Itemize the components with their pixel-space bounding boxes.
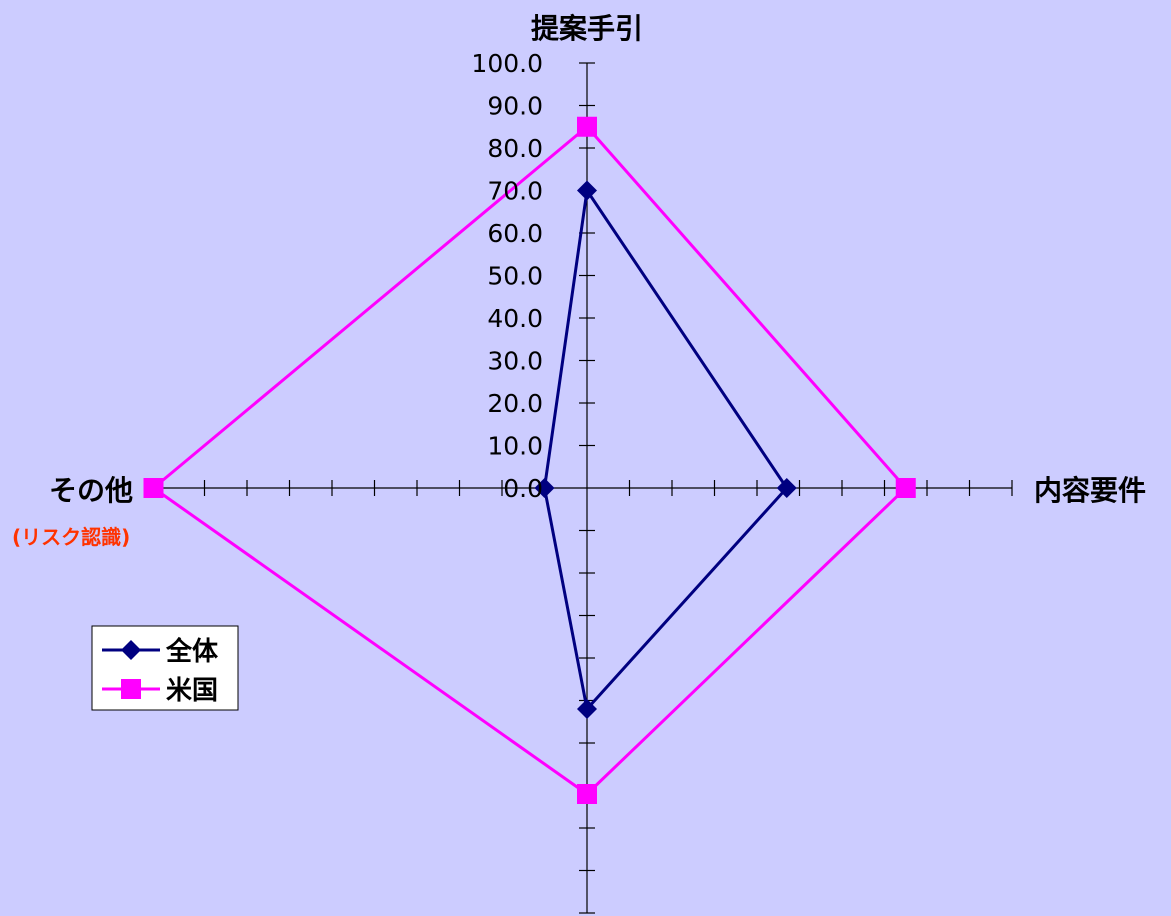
axis-label-0: 提案手引 xyxy=(531,12,643,45)
tick-label-4: 40.0 xyxy=(487,304,543,333)
data-point-1-0 xyxy=(577,116,597,137)
tick-label-8: 80.0 xyxy=(487,134,543,163)
axis-sublabel-3: (リスク認識) xyxy=(12,525,130,549)
tick-label-7: 70.0 xyxy=(487,177,543,206)
legend-entry-0: 全体 xyxy=(165,636,219,667)
tick-label-5: 50.0 xyxy=(487,262,543,291)
legend-entry-1: 米国 xyxy=(166,676,218,706)
axis-label-1: 内容要件 xyxy=(1034,474,1146,507)
data-point-1-2 xyxy=(577,784,597,804)
legend-marker-1 xyxy=(121,679,141,699)
tick-label-9: 90.0 xyxy=(487,92,543,121)
tick-label-10: 100.0 xyxy=(471,49,543,78)
legend-box xyxy=(91,625,239,711)
series-line-0 xyxy=(542,186,789,713)
legend-marker-0 xyxy=(121,640,141,660)
data-point-0-0 xyxy=(577,180,597,201)
data-point-0-3 xyxy=(534,478,555,498)
data-point-1-1 xyxy=(895,478,916,498)
tick-label-2: 20.0 xyxy=(487,389,543,418)
tick-label-3: 30.0 xyxy=(487,347,543,376)
axis-label-3: その他 xyxy=(49,474,133,507)
tick-label-0: 0.0 xyxy=(503,474,543,503)
data-point-1-3 xyxy=(143,478,164,498)
tick-label-6: 60.0 xyxy=(487,219,543,248)
tick-label-1: 10.0 xyxy=(487,432,543,461)
data-point-0-2 xyxy=(577,699,597,719)
data-point-0-1 xyxy=(776,478,797,498)
